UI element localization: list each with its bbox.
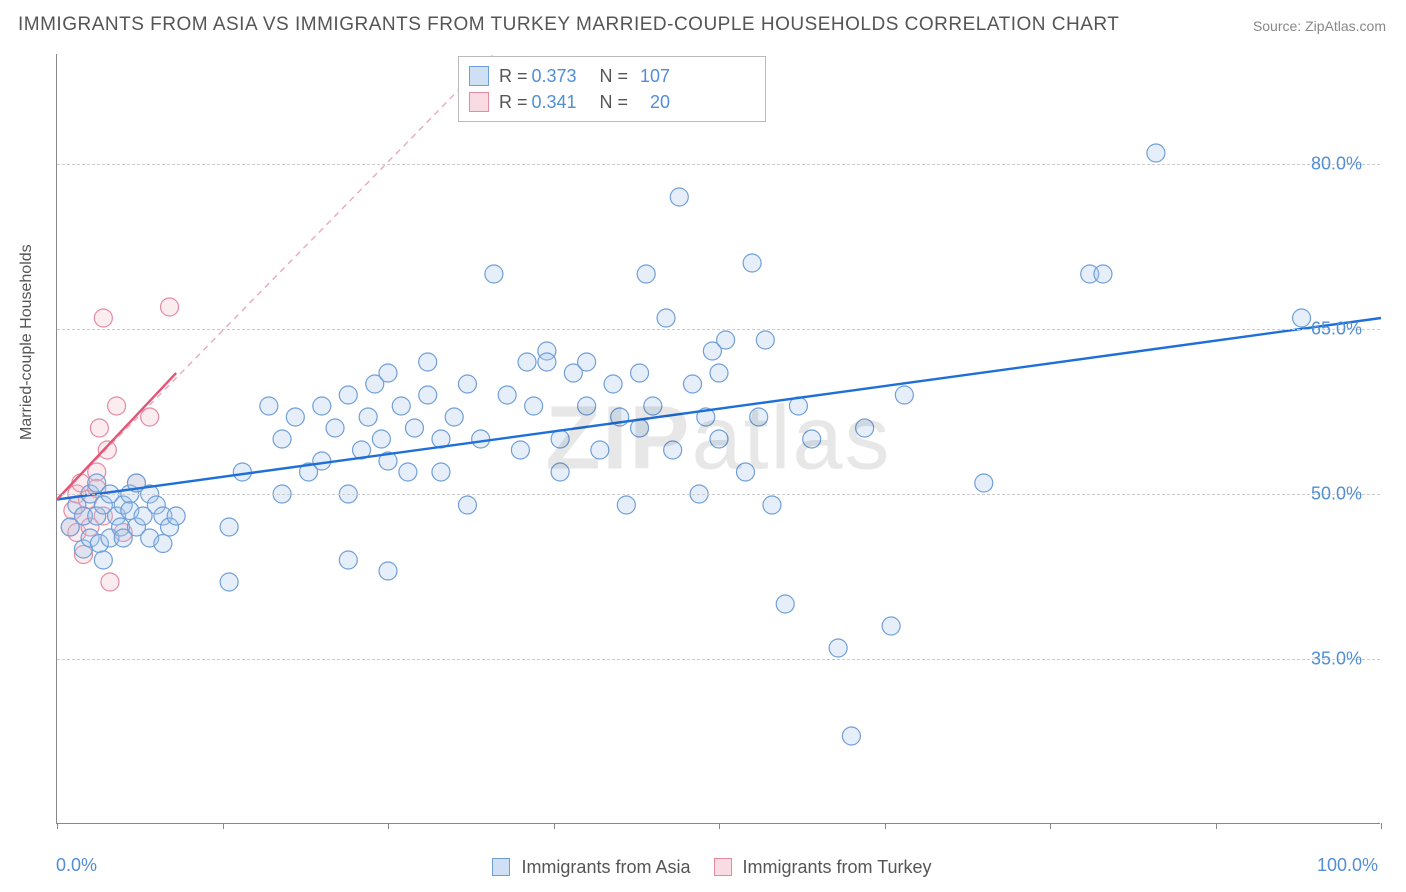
y-tick-label: 50.0% (1311, 484, 1362, 505)
legend-r-value-asia: 0.373 (532, 63, 590, 89)
bottom-swatch-turkey (714, 858, 732, 876)
scatter-svg (57, 54, 1381, 824)
chart-plot-area: ZIPatlas 35.0%50.0%65.0%80.0% (56, 54, 1380, 824)
bottom-swatch-asia (492, 858, 510, 876)
legend-r-label: R = (499, 63, 528, 89)
bottom-legend: Immigrants from Asia Immigrants from Tur… (0, 857, 1406, 878)
bottom-label-turkey: Immigrants from Turkey (743, 857, 932, 877)
y-tick-label: 35.0% (1311, 649, 1362, 670)
legend-n-label: N = (600, 63, 629, 89)
legend-n-value-asia: 107 (632, 63, 670, 89)
correlation-legend: R = 0.373 N = 107 R = 0.341 N = 20 (458, 56, 766, 122)
legend-r-value-turkey: 0.341 (532, 89, 590, 115)
legend-n-label: N = (600, 89, 629, 115)
chart-title: IMMIGRANTS FROM ASIA VS IMMIGRANTS FROM … (18, 14, 1119, 36)
legend-swatch-asia (469, 66, 489, 86)
bottom-label-asia: Immigrants from Asia (521, 857, 690, 877)
y-tick-label: 80.0% (1311, 154, 1362, 175)
y-axis-title: Married-couple Households (18, 244, 36, 440)
legend-r-label: R = (499, 89, 528, 115)
legend-swatch-turkey (469, 92, 489, 112)
source-attribution: Source: ZipAtlas.com (1253, 18, 1386, 34)
y-tick-label: 65.0% (1311, 319, 1362, 340)
legend-row-turkey: R = 0.341 N = 20 (469, 89, 755, 115)
legend-row-asia: R = 0.373 N = 107 (469, 63, 755, 89)
legend-n-value-turkey: 20 (632, 89, 670, 115)
